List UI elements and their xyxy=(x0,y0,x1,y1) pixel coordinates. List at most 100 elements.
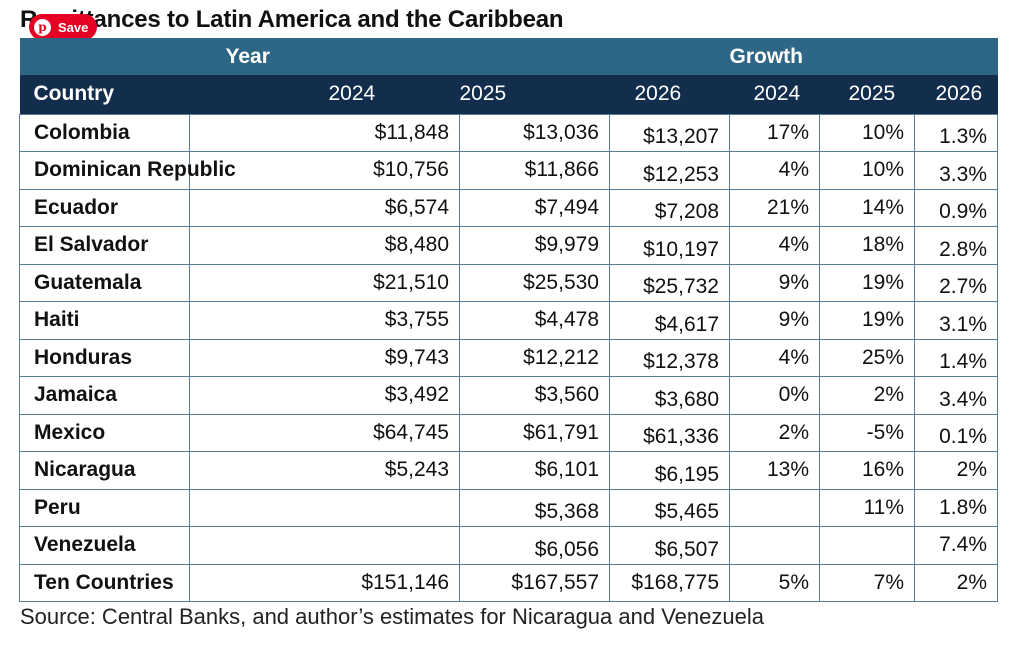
cell-country: Venezuela xyxy=(19,526,190,565)
cell-country: Mexico xyxy=(19,413,190,452)
column-header-growth-2026: 2026 xyxy=(935,82,983,106)
cell-year-2025: $4,478 xyxy=(459,301,610,340)
table-row: Mexico $64,745 $61,791 $61,336 2% -5% 0.… xyxy=(19,413,998,452)
cell-year-2025: $7,494 xyxy=(459,188,610,227)
cell-year-2026: $3,680 xyxy=(609,376,730,415)
cell-growth-2025: 14% xyxy=(819,188,915,227)
cell-growth-2024: 4% xyxy=(729,151,820,190)
cell-year-2026: $6,195 xyxy=(609,451,730,490)
cell-growth-2025: 2% xyxy=(819,376,915,415)
table-row: Ecuador $6,574 $7,494 $7,208 21% 14% 0.9… xyxy=(19,188,998,227)
cell-growth-2025: 16% xyxy=(819,451,915,490)
cell-year-2024 xyxy=(189,526,460,565)
cell-year-2026: $5,465 xyxy=(609,488,730,527)
cell-growth-2026: 1.8% xyxy=(914,488,998,527)
cell-growth-2025: 19% xyxy=(819,301,915,340)
cell-country: Honduras xyxy=(19,338,190,377)
cell-year-2025: $11,866 xyxy=(459,151,610,190)
group-header-blank-4 xyxy=(915,38,998,75)
cell-year-2024: $64,745 xyxy=(189,413,460,452)
cell-growth-2025: 10% xyxy=(819,151,915,190)
cell-country: Colombia xyxy=(19,113,190,152)
cell-growth-2026: 2% xyxy=(914,451,998,490)
cell-growth-2024: 17% xyxy=(729,113,820,152)
cell-growth-2025: 25% xyxy=(819,338,915,377)
cell-country: Nicaragua xyxy=(19,451,190,490)
column-header-growth-2025: 2025 xyxy=(848,82,896,106)
cell-growth-2025: 10% xyxy=(819,113,915,152)
cell-country: Ten Countries xyxy=(19,563,190,602)
cell-year-2025: $9,979 xyxy=(459,226,610,265)
column-header-row: Country 2024 2025 2026 2024 2025 2026 xyxy=(19,75,998,114)
cell-growth-2026: 1.3% xyxy=(914,113,998,152)
cell-growth-2024: 2% xyxy=(729,413,820,452)
cell-growth-2025 xyxy=(819,526,915,565)
column-header-year-2026: 2026 xyxy=(634,82,682,106)
cell-year-2026: $25,732 xyxy=(609,263,730,302)
table-row: Jamaica $3,492 $3,560 $3,680 0% 2% 3.4% xyxy=(19,376,998,415)
table-row: Guatemala $21,510 $25,530 $25,732 9% 19%… xyxy=(19,263,998,302)
cell-year-2024 xyxy=(189,488,460,527)
table-row: Honduras $9,743 $12,212 $12,378 4% 25% 1… xyxy=(19,338,998,377)
pinterest-save-button[interactable]: p Save xyxy=(29,14,97,40)
table-row: Venezuela $6,056 $6,507 7.4% xyxy=(19,526,998,565)
cell-year-2026: $61,336 xyxy=(609,413,730,452)
cell-year-2025: $61,791 xyxy=(459,413,610,452)
cell-growth-2024 xyxy=(729,488,820,527)
cell-growth-2024: 5% xyxy=(729,563,820,602)
cell-year-2024: $6,574 xyxy=(189,188,460,227)
cell-growth-2026: 0.1% xyxy=(914,413,998,452)
cell-growth-2024: 9% xyxy=(729,263,820,302)
cell-year-2024: $5,243 xyxy=(189,451,460,490)
cell-growth-2026: 0.9% xyxy=(914,188,998,227)
cell-year-2024: $8,480 xyxy=(189,226,460,265)
cell-growth-2024: 0% xyxy=(729,376,820,415)
cell-growth-2025: 11% xyxy=(819,488,915,527)
pinterest-icon: p xyxy=(34,18,51,36)
group-header-year: Year xyxy=(225,44,270,68)
cell-growth-2024: 4% xyxy=(729,338,820,377)
table-row: Dominican Republic $10,756 $11,866 $12,2… xyxy=(19,151,998,190)
cell-growth-2024 xyxy=(729,526,820,565)
table-row: Haiti $3,755 $4,478 $4,617 9% 19% 3.1% xyxy=(19,301,998,340)
cell-growth-2024: 4% xyxy=(729,226,820,265)
cell-year-2026: $13,207 xyxy=(609,113,730,152)
cell-growth-2026: 7.4% xyxy=(914,526,998,565)
table-row: Nicaragua $5,243 $6,101 $6,195 13% 16% 2… xyxy=(19,451,998,490)
cell-year-2025: $3,560 xyxy=(459,376,610,415)
remittances-table: Year Growth Country 2024 2025 2026 2024 … xyxy=(19,38,998,602)
cell-year-2025: $167,557 xyxy=(459,563,610,602)
group-header-blank-3 xyxy=(610,38,730,75)
cell-country: Dominican Republic xyxy=(19,151,236,190)
cell-year-2026: $168,775 xyxy=(609,563,730,602)
cell-growth-2026: 3.4% xyxy=(914,376,998,415)
cell-growth-2026: 2.8% xyxy=(914,226,998,265)
cell-year-2024: $21,510 xyxy=(189,263,460,302)
cell-year-2025: $12,212 xyxy=(459,338,610,377)
cell-year-2025: $25,530 xyxy=(459,263,610,302)
cell-year-2024: $11,848 xyxy=(189,113,460,152)
cell-growth-2026: 3.3% xyxy=(914,151,998,190)
cell-growth-2026: 2% xyxy=(914,563,998,602)
cell-country: Peru xyxy=(19,488,190,527)
group-header-blank xyxy=(20,38,190,75)
cell-year-2026: $6,507 xyxy=(609,526,730,565)
column-header-country: Country xyxy=(33,82,115,106)
cell-growth-2025: 18% xyxy=(819,226,915,265)
cell-growth-2025: 7% xyxy=(819,563,915,602)
column-header-year-2025: 2025 xyxy=(459,82,507,106)
group-header-growth: Growth xyxy=(729,44,804,68)
cell-year-2025: $13,036 xyxy=(459,113,610,152)
cell-year-2024: $10,756 xyxy=(189,151,460,190)
cell-growth-2025: -5% xyxy=(819,413,915,452)
cell-growth-2024: 9% xyxy=(729,301,820,340)
cell-year-2024: $151,146 xyxy=(189,563,460,602)
cell-year-2024: $3,755 xyxy=(189,301,460,340)
cell-year-2025: $5,368 xyxy=(459,488,610,527)
save-label: Save xyxy=(58,19,89,35)
cell-country: Ecuador xyxy=(19,188,190,227)
cell-year-2025: $6,101 xyxy=(459,451,610,490)
cell-growth-2026: 2.7% xyxy=(914,263,998,302)
cell-country: El Salvador xyxy=(19,226,190,265)
cell-country: Haiti xyxy=(19,301,190,340)
